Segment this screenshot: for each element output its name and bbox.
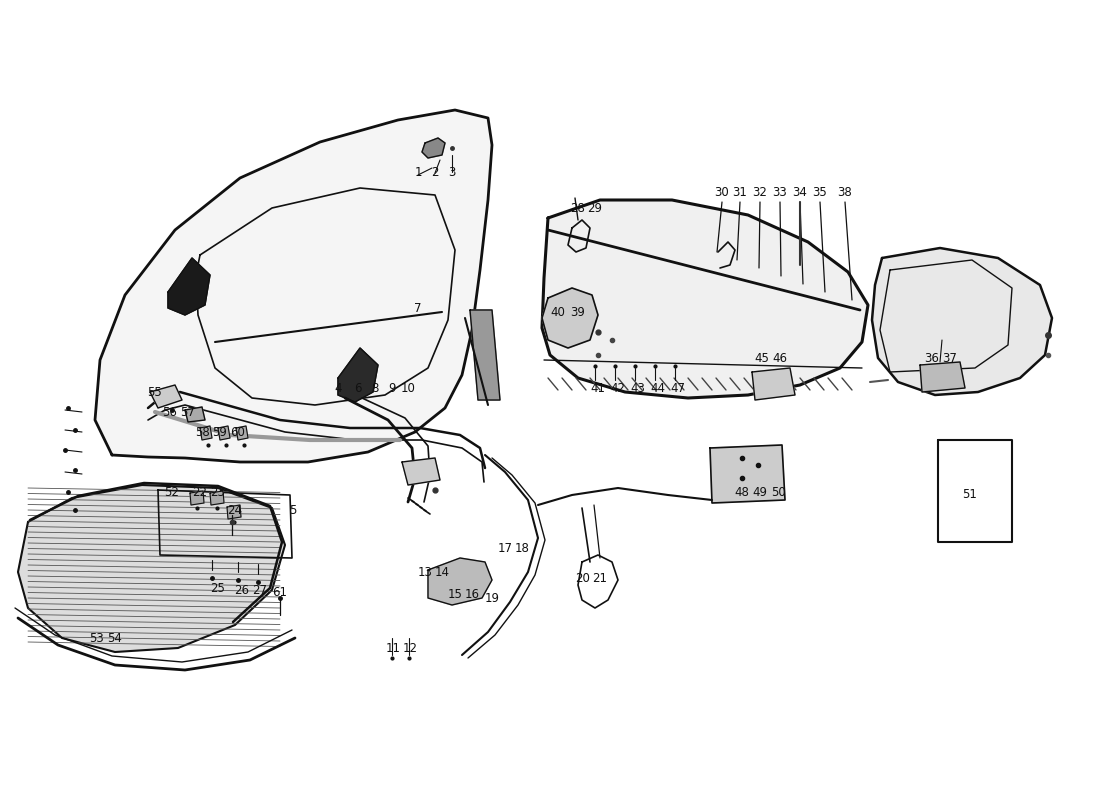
Text: 38: 38 (837, 186, 852, 198)
Text: 16: 16 (464, 589, 480, 602)
Polygon shape (190, 491, 204, 505)
Polygon shape (542, 288, 598, 348)
Polygon shape (338, 348, 378, 402)
Polygon shape (470, 310, 500, 400)
Text: 15: 15 (448, 589, 462, 602)
Polygon shape (428, 558, 492, 605)
Polygon shape (752, 368, 795, 400)
Text: 10: 10 (400, 382, 416, 394)
Text: 44: 44 (650, 382, 666, 394)
Text: 48: 48 (735, 486, 749, 498)
Text: 26: 26 (234, 583, 250, 597)
Polygon shape (210, 491, 224, 505)
Text: 49: 49 (752, 486, 768, 498)
Text: 42: 42 (610, 382, 626, 394)
Polygon shape (422, 138, 446, 158)
Polygon shape (227, 505, 241, 519)
Text: 6: 6 (354, 382, 362, 394)
Text: 40: 40 (551, 306, 565, 318)
Text: 32: 32 (752, 186, 768, 198)
Text: 56: 56 (163, 406, 177, 418)
Text: 43: 43 (630, 382, 646, 394)
Text: 57: 57 (180, 406, 196, 418)
Text: 19: 19 (484, 591, 499, 605)
Text: 22: 22 (192, 486, 208, 498)
Text: 60: 60 (231, 426, 245, 438)
Polygon shape (150, 385, 182, 408)
Text: 7: 7 (415, 302, 421, 314)
Text: 33: 33 (772, 186, 788, 198)
Text: 13: 13 (418, 566, 432, 578)
Text: 47: 47 (671, 382, 685, 394)
Text: 9: 9 (388, 382, 396, 394)
Text: 36: 36 (925, 351, 939, 365)
Text: 5: 5 (289, 503, 297, 517)
Text: 61: 61 (273, 586, 287, 598)
Polygon shape (95, 110, 492, 462)
Polygon shape (218, 426, 230, 440)
Polygon shape (18, 485, 285, 652)
Polygon shape (236, 426, 248, 440)
Text: 8: 8 (372, 382, 378, 394)
Text: 41: 41 (591, 382, 605, 394)
Text: 45: 45 (755, 351, 769, 365)
Text: 14: 14 (434, 566, 450, 578)
Text: 52: 52 (165, 486, 179, 498)
Text: 58: 58 (195, 426, 209, 438)
Text: 25: 25 (210, 582, 225, 594)
Text: 17: 17 (497, 542, 513, 554)
Text: 55: 55 (147, 386, 163, 398)
Text: 24: 24 (228, 503, 242, 517)
Text: 53: 53 (89, 631, 104, 645)
Text: 21: 21 (593, 571, 607, 585)
Text: 3: 3 (449, 166, 455, 179)
Text: 46: 46 (772, 351, 788, 365)
Text: 37: 37 (943, 351, 957, 365)
Text: 27: 27 (253, 583, 267, 597)
Text: 20: 20 (575, 571, 591, 585)
Polygon shape (710, 445, 785, 503)
Text: 28: 28 (571, 202, 585, 214)
Text: 30: 30 (715, 186, 729, 198)
Text: 34: 34 (793, 186, 807, 198)
Polygon shape (200, 426, 212, 440)
Text: 2: 2 (431, 166, 439, 179)
Text: 31: 31 (733, 186, 747, 198)
Polygon shape (168, 258, 210, 315)
Text: 4: 4 (334, 382, 342, 394)
Text: 18: 18 (515, 542, 529, 554)
Text: 23: 23 (210, 486, 225, 498)
Text: 59: 59 (212, 426, 228, 438)
Text: 51: 51 (962, 489, 978, 502)
Polygon shape (920, 362, 965, 392)
Text: 39: 39 (571, 306, 585, 318)
Text: 1: 1 (415, 166, 421, 179)
Polygon shape (542, 200, 868, 398)
Text: 29: 29 (587, 202, 603, 214)
Polygon shape (872, 248, 1052, 395)
Polygon shape (185, 407, 205, 422)
Text: 12: 12 (403, 642, 418, 654)
Text: 35: 35 (813, 186, 827, 198)
Text: 54: 54 (108, 631, 122, 645)
Polygon shape (402, 458, 440, 485)
Text: 50: 50 (771, 486, 785, 498)
Text: 11: 11 (385, 642, 400, 654)
